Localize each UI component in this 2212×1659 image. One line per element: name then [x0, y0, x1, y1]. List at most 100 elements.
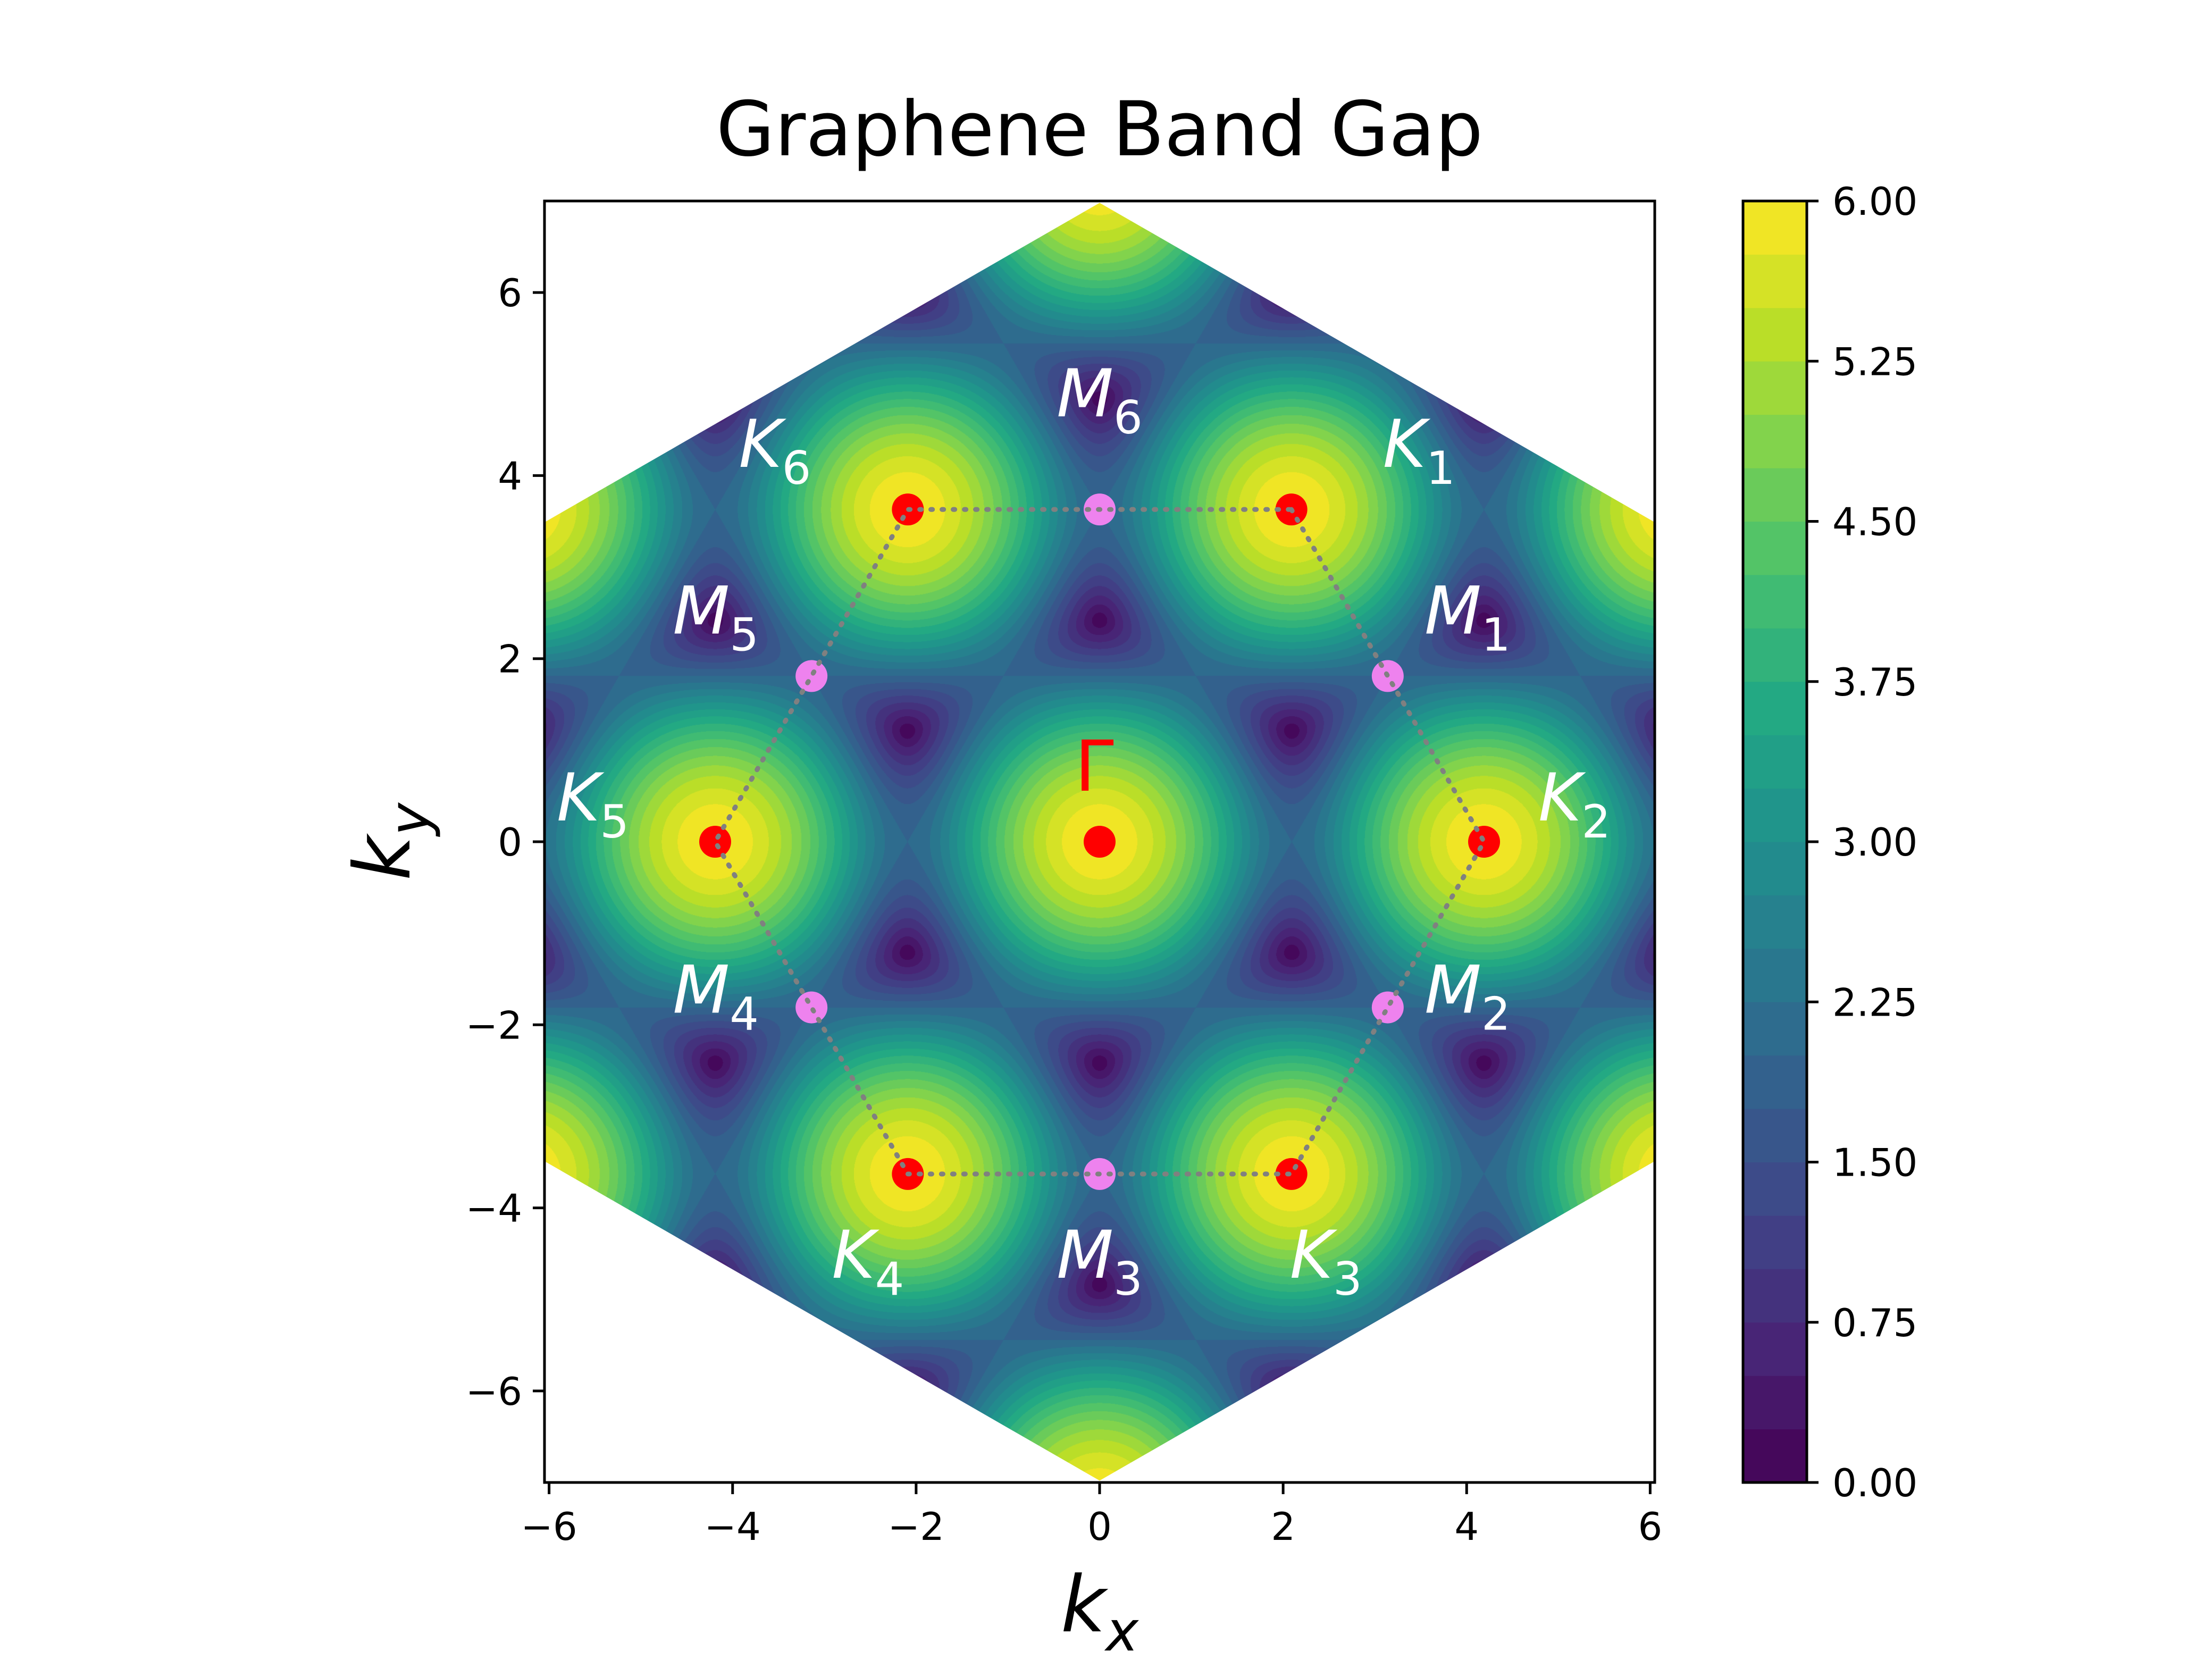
label-subscript: 6	[1113, 391, 1143, 445]
m-point-label-3: M3	[1057, 1217, 1143, 1306]
label-subscript: 3	[1113, 1253, 1143, 1306]
colorbar-level	[1743, 414, 1807, 468]
gamma-point	[1084, 826, 1116, 858]
label-subscript: 2	[1481, 988, 1511, 1041]
colorbar-tick-label: 0.75	[1832, 1301, 1917, 1345]
k-point-label-1: K1	[1383, 406, 1455, 495]
label-symbol: K	[1383, 406, 1431, 483]
k-point-label-5: K5	[557, 760, 629, 849]
colorbar-level	[1743, 1269, 1807, 1323]
colorbar-level	[1743, 254, 1807, 308]
y-axis-ticks: −6 −4 −2 0 2 4 6	[466, 271, 544, 1414]
colorbar-tick-label: 6.00	[1832, 179, 1917, 224]
x-tick-label: 6	[1638, 1504, 1662, 1549]
y-tick-label: 4	[498, 454, 522, 498]
m-point-label-5: M5	[673, 573, 759, 661]
colorbar-ticks: 0.00 0.75 1.50 2.25 3.00 3.75 4.50 5.25 6.00	[1807, 179, 1917, 1505]
colorbar-level	[1743, 468, 1807, 522]
x-tick-label: 2	[1271, 1504, 1295, 1549]
label-symbol: K	[832, 1217, 879, 1294]
label-subscript: 1	[1481, 608, 1511, 661]
colorbar-level	[1743, 1162, 1807, 1216]
high-symmetry-path-overlay	[712, 507, 1487, 1177]
label-symbol: M	[1425, 952, 1481, 1029]
label-subscript: 5	[730, 608, 759, 661]
label-symbol: K	[1538, 760, 1586, 836]
colorbar-level	[1743, 948, 1807, 1002]
label-symbol: M	[1057, 356, 1113, 432]
colorbar-level	[1743, 1215, 1807, 1269]
x-tick-label: −2	[888, 1504, 944, 1549]
label-symbol: K	[739, 406, 786, 483]
colorbar-level	[1743, 361, 1807, 415]
x-axis-label-text: kx	[1061, 1560, 1139, 1659]
label-symbol: K	[557, 760, 605, 836]
label-symbol: M	[1057, 1217, 1113, 1294]
y-tick-label: 6	[498, 271, 522, 315]
label-symbol: M	[673, 952, 730, 1029]
colorbar-level	[1743, 201, 1807, 255]
y-tick-label: −4	[466, 1186, 522, 1231]
m-point-label-1: M1	[1425, 573, 1511, 661]
colorbar-level	[1743, 628, 1807, 682]
chart-title: Graphene Band Gap	[716, 86, 1483, 173]
label-subscript: 1	[1426, 442, 1455, 495]
x-axis-label-text-base: k	[1061, 1560, 1109, 1650]
x-tick-label: 0	[1087, 1504, 1112, 1549]
k-point-label-6: K6	[739, 406, 811, 495]
label-subscript: 5	[600, 795, 629, 849]
y-tick-label: −6	[466, 1369, 522, 1414]
x-axis-ticks: −6 −4 −2 0 2 4 6	[521, 1482, 1662, 1549]
gamma-label: Γ	[1075, 726, 1114, 808]
colorbar-level	[1743, 681, 1807, 735]
colorbar-tick-label: 3.75	[1832, 660, 1917, 705]
colorbar-level	[1743, 1109, 1807, 1162]
label-subscript: 4	[730, 988, 759, 1041]
label-symbol: M	[673, 573, 730, 649]
colorbar-level	[1743, 788, 1807, 842]
k-point-5	[699, 826, 731, 858]
m-point-2	[1371, 991, 1404, 1024]
k-m-path-overlay	[712, 507, 1487, 1177]
y-axis-label: ky	[338, 802, 442, 881]
colorbar-level	[1743, 574, 1807, 629]
label-symbol: M	[1425, 573, 1481, 649]
m-point-5	[795, 660, 828, 692]
k-point-label-4: K4	[832, 1217, 904, 1306]
x-tick-label: −6	[521, 1504, 577, 1549]
colorbar-level	[1743, 1322, 1807, 1376]
y-axis-label-text-base: k	[338, 833, 428, 881]
k-point-label-2: K2	[1538, 760, 1611, 849]
colorbar-level	[1743, 1055, 1807, 1109]
m-point-label-4: M4	[673, 952, 759, 1041]
x-tick-label: −4	[705, 1504, 761, 1549]
colorbar-level	[1743, 1376, 1807, 1430]
label-subscript: 4	[875, 1253, 904, 1306]
m-point-4	[795, 991, 828, 1024]
colorbar-tick-label: 3.00	[1832, 820, 1917, 865]
y-tick-label: −2	[466, 1003, 522, 1048]
colorbar-tick-label: 0.00	[1832, 1461, 1917, 1505]
colorbar-level	[1743, 735, 1807, 789]
colorbar-tick-label: 2.25	[1832, 980, 1917, 1025]
x-tick-label: 4	[1454, 1504, 1479, 1549]
colorbar-level	[1743, 1002, 1807, 1056]
k-point-label-3: K3	[1290, 1217, 1362, 1306]
m-point-label-2: M2	[1425, 952, 1511, 1041]
m-point-label-6: M6	[1057, 356, 1143, 445]
x-axis-label: kx	[1061, 1560, 1139, 1659]
k-point-2	[1468, 826, 1501, 858]
colorbar-tick-label: 5.25	[1832, 339, 1917, 384]
label-subscript: 6	[782, 442, 811, 495]
y-axis-label-text-subscript: y	[377, 802, 442, 837]
colorbar-level	[1743, 307, 1807, 362]
colorbar-tick-label: 1.50	[1832, 1141, 1917, 1185]
x-axis-label-text-subscript: x	[1104, 1599, 1139, 1659]
y-axis-label-text: ky	[338, 802, 442, 881]
label-subscript: 3	[1333, 1253, 1362, 1306]
colorbar-level	[1743, 1429, 1807, 1483]
colorbar-tick-label: 4.50	[1832, 500, 1917, 544]
y-tick-label: 0	[498, 820, 522, 865]
